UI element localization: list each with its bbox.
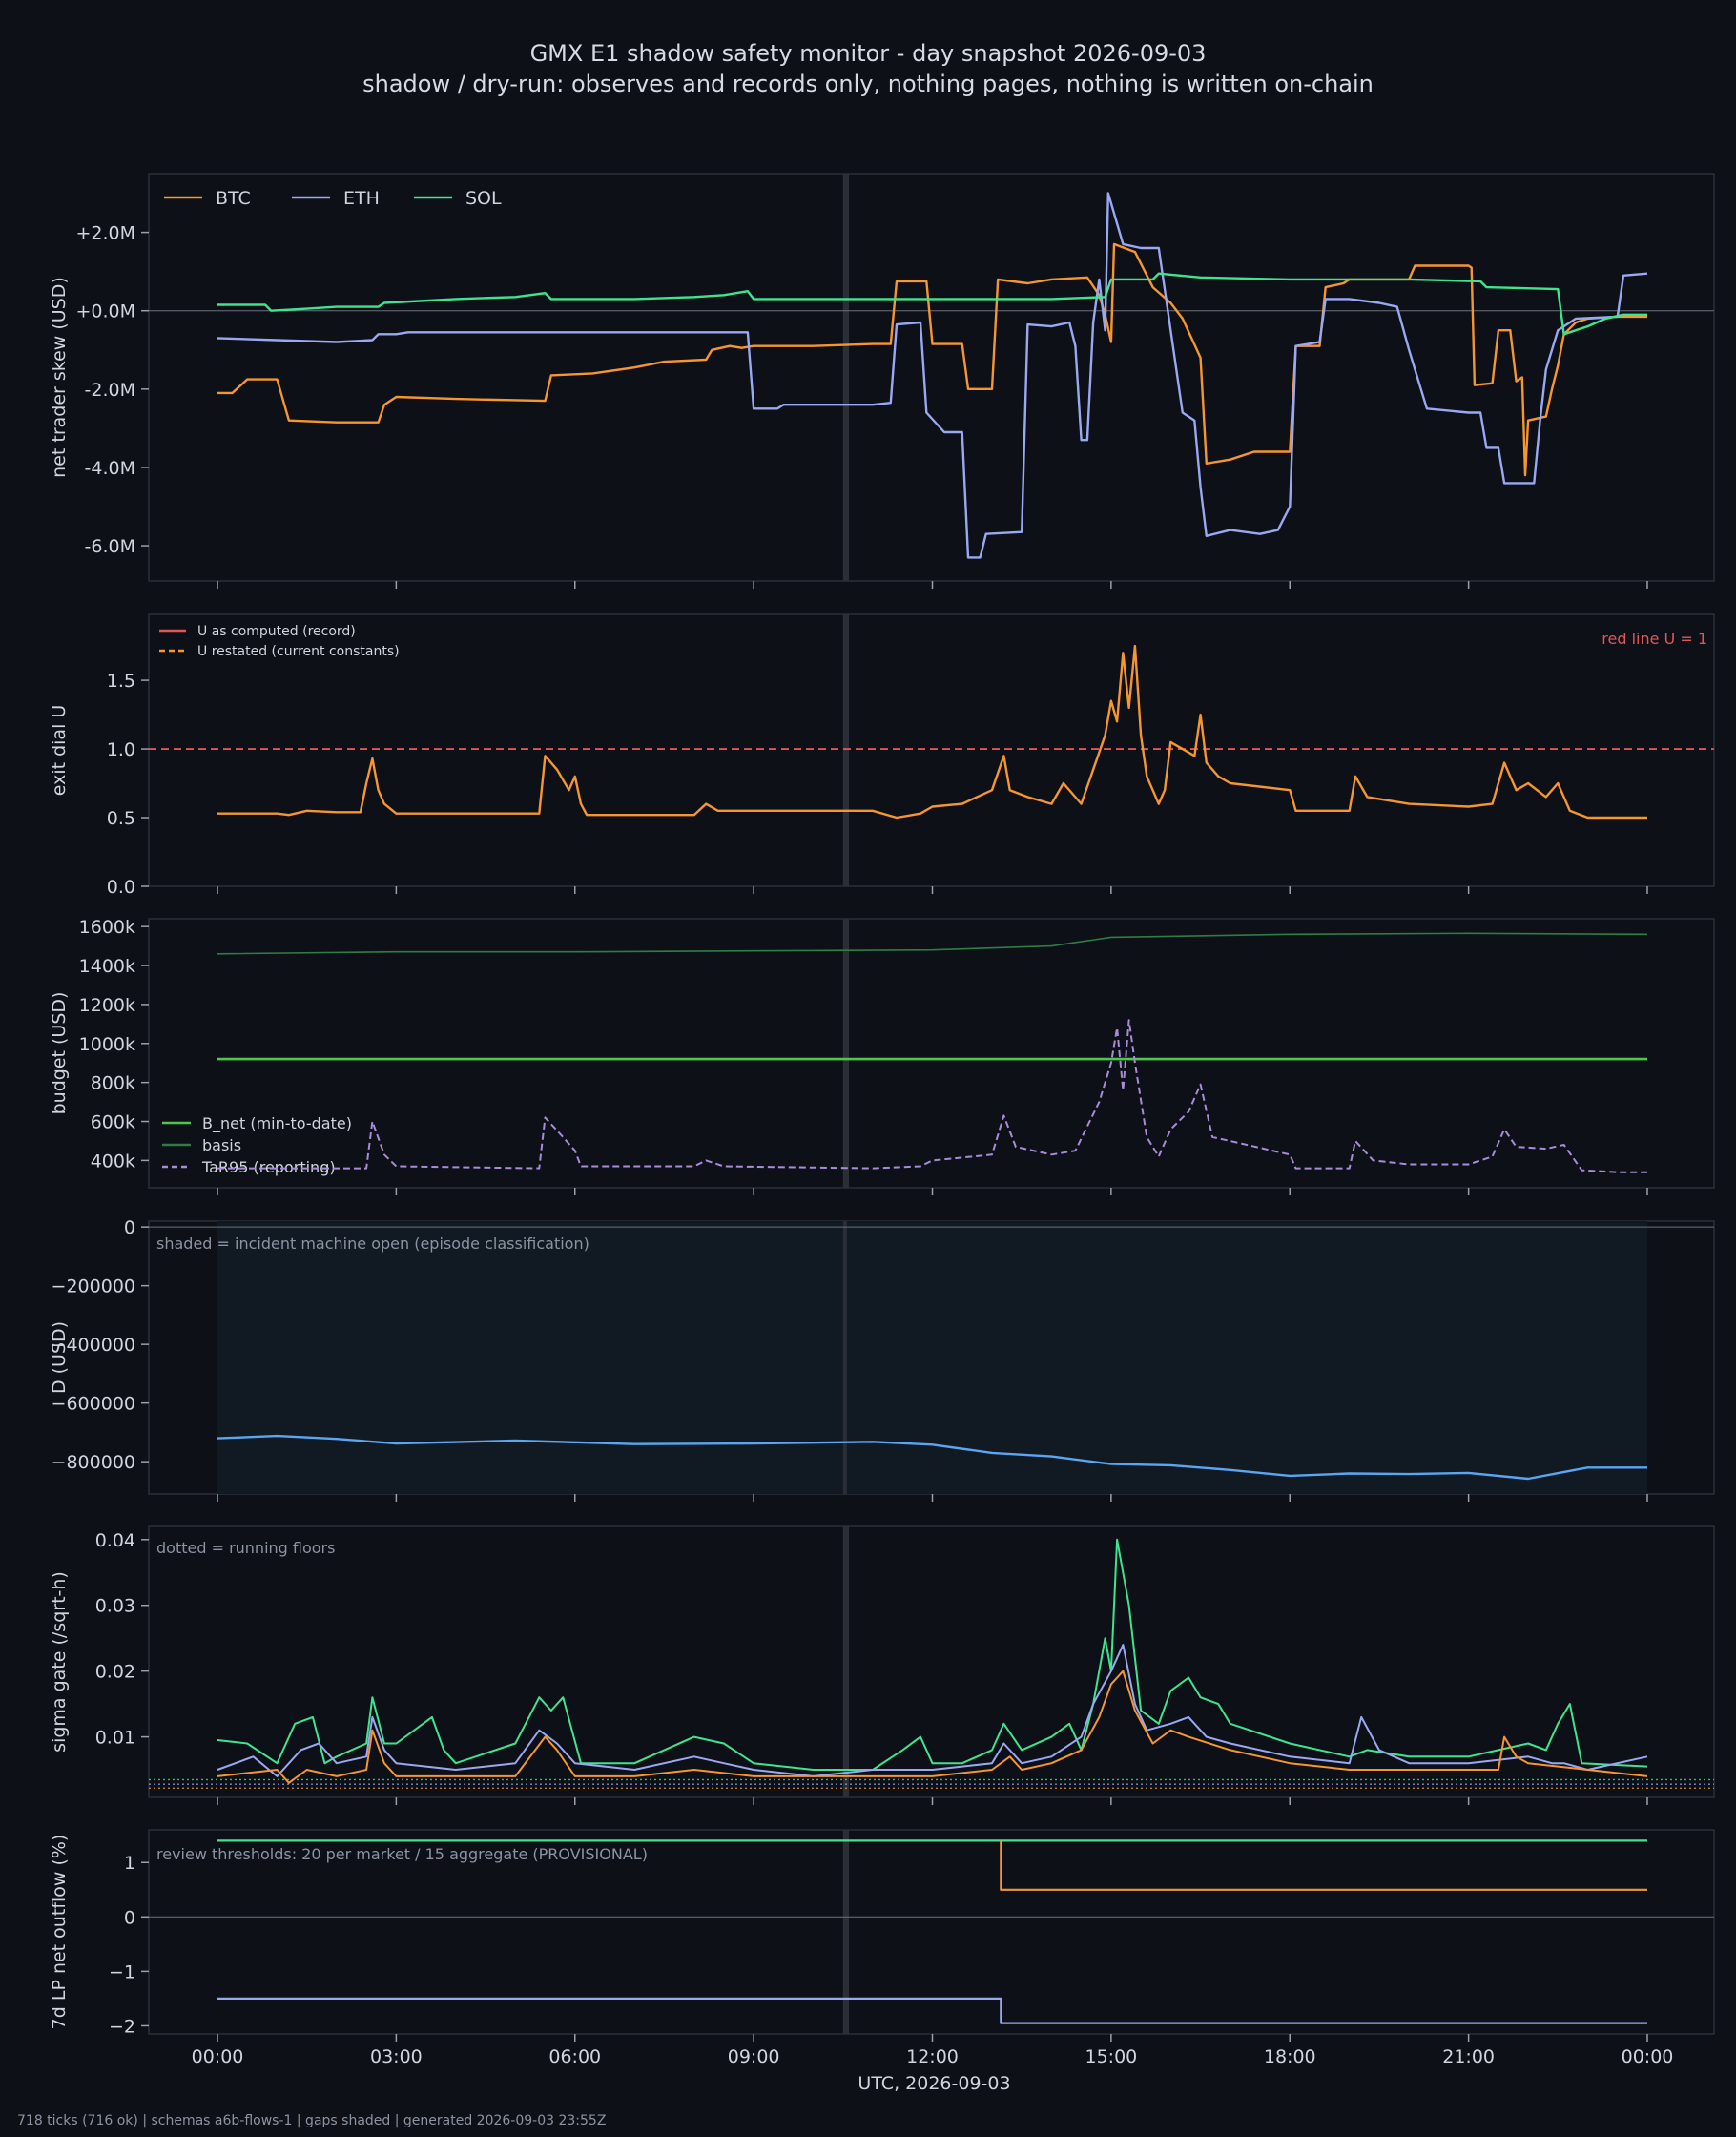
y-tick-label: 1400k — [79, 956, 135, 977]
y-tick-label: −1 — [109, 1961, 135, 1982]
series-line-tar95 — [217, 1019, 1647, 1173]
x-tick-label: 06:00 — [548, 2046, 601, 2067]
panel-frame — [148, 1829, 1715, 2035]
legend-label: ETH — [343, 188, 380, 209]
y-tick-label: -6.0M — [85, 536, 135, 557]
y-tick-label: 0 — [124, 1217, 135, 1238]
y-tick-label: 0.03 — [95, 1596, 135, 1617]
panel-frame — [148, 613, 1715, 887]
chart-title: GMX E1 shadow safety monitor - day snaps… — [529, 40, 1207, 67]
series-line-d — [217, 1434, 1647, 1481]
y-tick-label: 0.0 — [107, 877, 135, 898]
legend-label: U restated (current constants) — [197, 644, 400, 659]
series-line-outflow-eth — [217, 1997, 1647, 2024]
y-tick-label: 1.0 — [107, 739, 135, 760]
y-tick-label: 1000k — [79, 1034, 135, 1055]
y-tick-label: 0.5 — [107, 808, 135, 829]
x-tick-label: 00:00 — [192, 2046, 244, 2067]
y-axis-label: 7d LP net outflow (%) — [49, 1835, 70, 2030]
series-line-sigma-btc — [217, 1670, 1648, 1784]
gap-band — [842, 919, 850, 1188]
x-tick-label: 09:00 — [728, 2046, 780, 2067]
gap-band — [842, 1526, 850, 1797]
panel-outflow: 1 0 −1 −2 7d LP net outflow (%) review thresh… — [49, 1829, 1715, 2094]
y-tick-label: 0 — [124, 1907, 135, 1928]
legend-label: B_net (min-to-date) — [202, 1114, 352, 1133]
x-tick-label: 12:00 — [906, 2046, 959, 2067]
series-line-outflow-btc — [1000, 1840, 1647, 1891]
y-axis-label: sigma gate (/sqrt-h) — [49, 1571, 70, 1753]
y-tick-label: 600k — [91, 1112, 135, 1133]
series-line-btc — [217, 242, 1647, 477]
y-axis-label: budget (USD) — [49, 992, 70, 1115]
y-tick-label: +0.0M — [75, 301, 135, 322]
panel-annotation: review thresholds: 20 per market / 15 ag… — [156, 1845, 648, 1863]
panel-dial: 0.0 0.5 1.0 1.5 exit dial U red line U = 1 U a… — [49, 613, 1715, 898]
y-tick-label: −200000 — [52, 1276, 135, 1297]
y-axis-label: D (USD) — [49, 1321, 70, 1394]
y-tick-label: -4.0M — [85, 458, 135, 479]
panel-skew: +2.0M +0.0M -2.0M -4.0M -6.0M net trader skew… — [49, 173, 1715, 589]
y-tick-label: 0.02 — [95, 1662, 135, 1683]
y-tick-label: −800000 — [52, 1452, 135, 1473]
legend: BTC ETH SOL — [164, 188, 502, 209]
panel-annotation: dotted = running floors — [156, 1539, 335, 1557]
legend: U as computed (record) U restated (curren… — [159, 624, 400, 659]
footer-status: 718 ticks (716 ok) | schemas a6b-flows-1… — [17, 2113, 607, 2128]
x-tick-label: 21:00 — [1442, 2046, 1495, 2067]
threshold-label: red line U = 1 — [1602, 630, 1707, 648]
gap-band — [842, 1221, 847, 1494]
legend-label: U as computed (record) — [197, 624, 356, 639]
series-line-sigma-eth — [217, 1644, 1648, 1777]
series-line-basis — [217, 932, 1648, 955]
y-tick-label: −2 — [109, 2016, 135, 2037]
panel-sigma: 0.01 0.02 0.03 0.04 sigma gate (/sqrt-h) dott… — [49, 1525, 1715, 1805]
gap-band — [842, 1830, 850, 2034]
legend-label: basis — [202, 1136, 241, 1154]
legend-label: SOL — [465, 188, 502, 209]
panel-frame — [148, 918, 1715, 1189]
x-tick-label: 03:00 — [370, 2046, 423, 2067]
legend: B_net (min-to-date) basis TaR95 (reporting… — [162, 1114, 352, 1176]
x-tick-label: 15:00 — [1085, 2046, 1137, 2067]
chart-subtitle: shadow / dry-run: observes and records o… — [362, 71, 1374, 97]
gap-band — [842, 174, 850, 581]
panel-annotation: shaded = incident machine open (episode … — [156, 1234, 589, 1253]
legend-label: BTC — [216, 188, 251, 209]
incident-shading — [217, 1221, 1647, 1494]
y-tick-label: −600000 — [52, 1394, 135, 1415]
series-line-u-restated — [217, 644, 1647, 820]
series-line-sigma-sol — [217, 1538, 1648, 1771]
y-tick-label: 400k — [91, 1151, 135, 1172]
y-tick-label: +2.0M — [75, 223, 135, 244]
panel-budget: 400k 600k 800k 1000k 1200k 1400k 1600k budget (… — [49, 917, 1715, 1195]
x-axis-label: UTC, 2026-09-03 — [858, 2073, 1010, 2094]
panel-frame — [148, 173, 1715, 582]
series-line-eth — [217, 192, 1648, 559]
y-tick-label: 1.5 — [107, 671, 135, 692]
y-tick-label: -2.0M — [85, 380, 135, 401]
y-tick-label: 0.01 — [95, 1728, 135, 1749]
y-tick-label: 0.04 — [95, 1530, 135, 1551]
gap-band — [842, 614, 850, 886]
y-axis-label: exit dial U — [49, 705, 70, 797]
y-tick-label: 1200k — [79, 995, 135, 1016]
panel-d: 0 −200000 −400000 −600000 −800000 D (USD) shad… — [49, 1217, 1715, 1502]
series-line-sol — [217, 272, 1647, 336]
y-tick-label: −400000 — [52, 1335, 135, 1356]
y-tick-label: 1 — [124, 1853, 135, 1874]
x-tick-label: 18:00 — [1264, 2046, 1316, 2067]
panel-frame — [148, 1525, 1715, 1798]
x-tick-label: 00:00 — [1622, 2046, 1674, 2067]
legend-label: TaR95 (reporting) — [201, 1158, 336, 1176]
y-tick-label: 800k — [91, 1073, 135, 1094]
y-tick-label: 1600k — [79, 917, 135, 938]
y-axis-label: net trader skew (USD) — [49, 277, 70, 478]
